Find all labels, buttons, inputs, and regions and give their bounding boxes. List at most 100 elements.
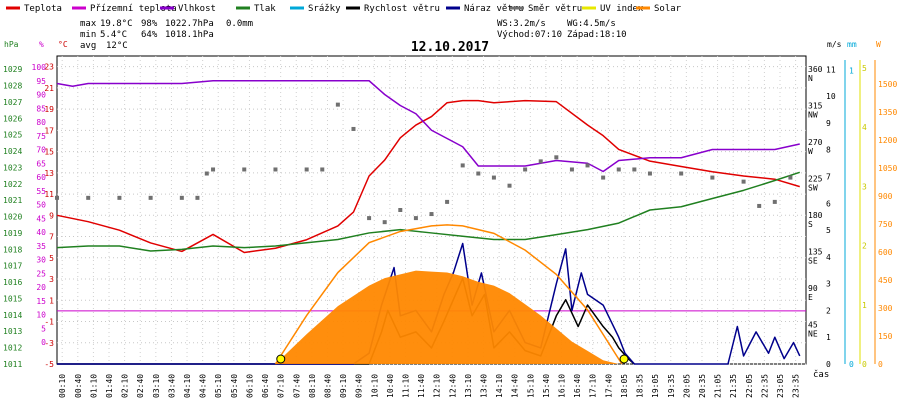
hpa-tick-label: 1021 bbox=[3, 196, 22, 205]
dir-tick-label: NE bbox=[808, 330, 818, 339]
pct-tick-label: 35 bbox=[36, 242, 46, 251]
wind-direction-point bbox=[523, 167, 528, 172]
hpa-tick-label: 1018 bbox=[3, 245, 22, 254]
hpa-tick-label: 1026 bbox=[3, 114, 22, 123]
x-tick-label: 23:05 bbox=[776, 374, 785, 398]
x-tick-label: 20:05 bbox=[682, 374, 691, 398]
x-tick-label: 08:10 bbox=[308, 374, 317, 398]
x-tick-label: 22:35 bbox=[760, 374, 769, 398]
sunset-marker bbox=[619, 354, 629, 364]
wind-direction-point bbox=[647, 171, 652, 176]
ms-tick-label: 5 bbox=[826, 226, 831, 235]
wind-direction-point bbox=[367, 216, 372, 221]
x-tick-label: 02:40 bbox=[136, 374, 145, 398]
solar-curve bbox=[274, 224, 623, 365]
pct-tick-label: 0 bbox=[41, 338, 46, 347]
wind-direction-point bbox=[601, 175, 606, 180]
plot-area bbox=[55, 80, 801, 365]
hpa-tick-label: 1019 bbox=[3, 229, 22, 238]
x-tick-label: 00:40 bbox=[74, 374, 83, 398]
x-tick-label: 09:40 bbox=[355, 374, 364, 398]
uv-tick-label: 3 bbox=[862, 182, 867, 191]
x-tick-label: 23:35 bbox=[792, 374, 801, 398]
ms-tick-label: 2 bbox=[826, 306, 831, 315]
chart-title: 12.10.2017 bbox=[411, 40, 489, 55]
wind-direction-point bbox=[460, 163, 465, 168]
temp-tick-label: 19 bbox=[44, 105, 54, 114]
x-tick-label: 16:40 bbox=[573, 374, 582, 398]
x-tick-label: 02:10 bbox=[121, 374, 130, 398]
dir-tick-label: S bbox=[808, 220, 813, 229]
legend-label: UV index bbox=[600, 4, 644, 14]
w-tick-label: 1500 bbox=[878, 80, 897, 89]
x-tick-label: 10:40 bbox=[386, 374, 395, 398]
pct-tick-label: 10 bbox=[36, 311, 46, 320]
temp-tick-label: 3 bbox=[49, 275, 54, 284]
temp-tick-label: 1 bbox=[49, 296, 54, 305]
dir-tick-label: SW bbox=[808, 184, 818, 193]
wind-direction-point bbox=[632, 167, 637, 172]
wind-direction-point bbox=[772, 199, 777, 204]
x-tick-label: 21:35 bbox=[729, 374, 738, 398]
wind-direction-point bbox=[413, 216, 418, 221]
w-tick-label: 600 bbox=[878, 248, 893, 257]
x-tick-label: 12:40 bbox=[448, 374, 457, 398]
x-tick-label: 18:35 bbox=[636, 374, 645, 398]
stat-ws: WS:3.2m/s bbox=[497, 19, 546, 29]
ms-tick-label: 0 bbox=[826, 360, 831, 369]
pct-tick-label: 60 bbox=[36, 173, 46, 182]
mm-unit: mm bbox=[847, 40, 857, 49]
ms-tick-label: 11 bbox=[826, 65, 836, 74]
x-tick-label: 12:10 bbox=[433, 374, 442, 398]
stat-min-temp: 5.4°C bbox=[100, 30, 127, 40]
w-tick-label: 150 bbox=[878, 332, 893, 341]
temp-tick-label: -1 bbox=[44, 318, 54, 327]
wind-direction-point bbox=[195, 195, 200, 200]
ms-tick-label: 8 bbox=[826, 146, 831, 155]
w-tick-label: 750 bbox=[878, 220, 893, 229]
wind-direction-point bbox=[351, 126, 356, 131]
temp-tick-label: 7 bbox=[49, 233, 54, 242]
wind-direction-point bbox=[710, 175, 715, 180]
legend-label: Směr větru bbox=[528, 4, 582, 14]
solar-area bbox=[275, 270, 619, 364]
temp-tick-label: 23 bbox=[44, 63, 54, 72]
x-tick-label: 03:10 bbox=[152, 374, 161, 398]
wind-direction-point bbox=[55, 195, 59, 200]
hpa-tick-label: 1011 bbox=[3, 360, 22, 369]
hpa-tick-label: 1014 bbox=[3, 311, 22, 320]
pressure-line bbox=[56, 171, 800, 252]
x-tick-label: 11:10 bbox=[401, 374, 410, 398]
w-tick-label: 300 bbox=[878, 304, 893, 313]
dir-tick-label: 360 bbox=[808, 65, 823, 74]
ms-tick-label: 6 bbox=[826, 199, 831, 208]
legend-label: Vlhkost bbox=[178, 4, 216, 14]
stat-max-hum: 98% bbox=[141, 19, 158, 29]
dir-tick-label: NW bbox=[808, 111, 818, 120]
x-tick-label: 20:35 bbox=[698, 374, 707, 398]
x-tick-label: 06:10 bbox=[245, 374, 254, 398]
wind-direction-point bbox=[335, 102, 340, 107]
ms-tick-label: 10 bbox=[826, 92, 836, 101]
temp-tick-label: -5 bbox=[44, 360, 54, 369]
temp-tick-label: 13 bbox=[44, 169, 54, 178]
pct-tick-label: 75 bbox=[36, 132, 46, 141]
mm-tick-label: 1 bbox=[849, 67, 854, 76]
uv-tick-label: 5 bbox=[862, 64, 867, 73]
wind-direction-point bbox=[117, 195, 122, 200]
pct-unit: % bbox=[39, 40, 44, 49]
stat-sunset: Západ:18:10 bbox=[567, 30, 627, 40]
legend-label: Teplota bbox=[24, 4, 62, 14]
pct-tick-label: 100 bbox=[32, 63, 47, 72]
pct-tick-label: 65 bbox=[36, 159, 46, 168]
wind-direction-point bbox=[569, 167, 574, 172]
wind-direction-point bbox=[398, 208, 403, 212]
hpa-tick-label: 1022 bbox=[3, 180, 22, 189]
w-tick-label: 1050 bbox=[878, 164, 897, 173]
x-tick-label: 07:10 bbox=[277, 374, 286, 398]
wind-direction-point bbox=[616, 167, 621, 172]
wind-direction-point bbox=[86, 195, 91, 200]
legend: Teplota Přízemní teplota Vlhkost Tlak Srážky… bbox=[6, 4, 682, 14]
x-tick-label: 06:40 bbox=[261, 374, 270, 398]
